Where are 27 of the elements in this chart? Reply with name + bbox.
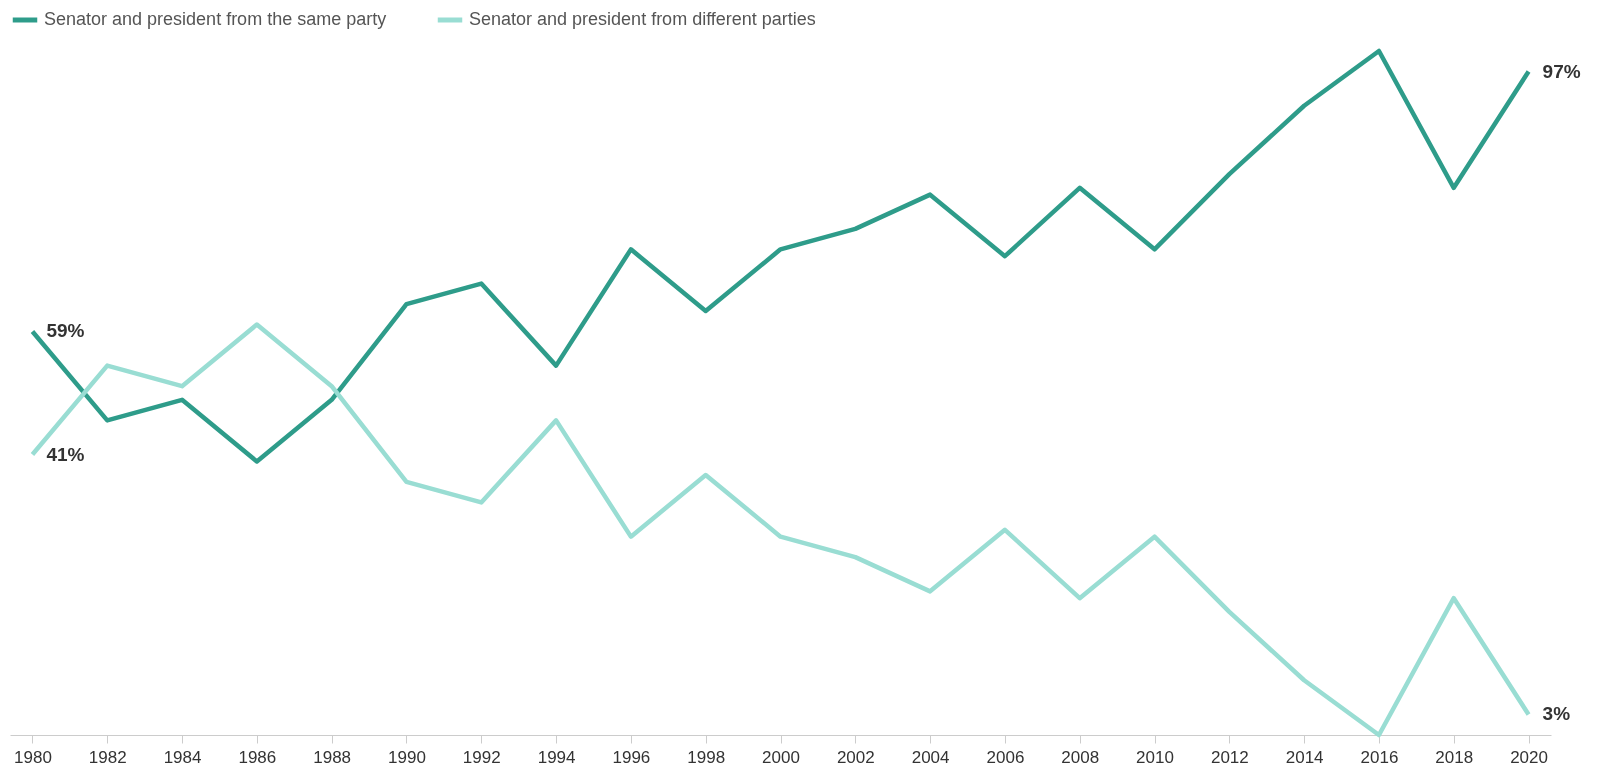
- x-tick-label: 2016: [1360, 747, 1399, 767]
- x-tick-label: 1990: [388, 747, 426, 767]
- x-tick-label: 2000: [762, 747, 800, 767]
- x-tick-label: 1980: [14, 747, 52, 767]
- x-tick-label: 2004: [911, 747, 950, 767]
- x-tick-label: 1984: [163, 747, 202, 767]
- x-tick-label: 2018: [1435, 747, 1474, 767]
- x-tick-label: 2020: [1510, 747, 1548, 767]
- x-tick-label: 2006: [986, 747, 1025, 767]
- x-tick-label: 2002: [836, 747, 875, 767]
- data-label: 59%: [46, 320, 85, 342]
- x-tick-label: 2012: [1210, 747, 1249, 767]
- data-label: 41%: [46, 443, 85, 465]
- x-tick-label: 1992: [462, 747, 501, 767]
- legend-label: Senator and president from different parties: [469, 9, 816, 29]
- x-tick-label: 1998: [687, 747, 726, 767]
- x-tick-label: 2010: [1136, 747, 1174, 767]
- x-tick-label: 1988: [313, 747, 352, 767]
- x-tick-label: 1996: [612, 747, 651, 767]
- x-tick-label: 1986: [238, 747, 277, 767]
- x-tick-label: 1994: [537, 747, 576, 767]
- x-tick-label: 2008: [1061, 747, 1100, 767]
- data-label: 97%: [1542, 60, 1581, 82]
- legend-label: Senator and president from the same party: [44, 9, 387, 29]
- x-tick-label: 2014: [1285, 747, 1324, 767]
- x-tick-label: 1982: [88, 747, 127, 767]
- data-label: 3%: [1542, 703, 1571, 725]
